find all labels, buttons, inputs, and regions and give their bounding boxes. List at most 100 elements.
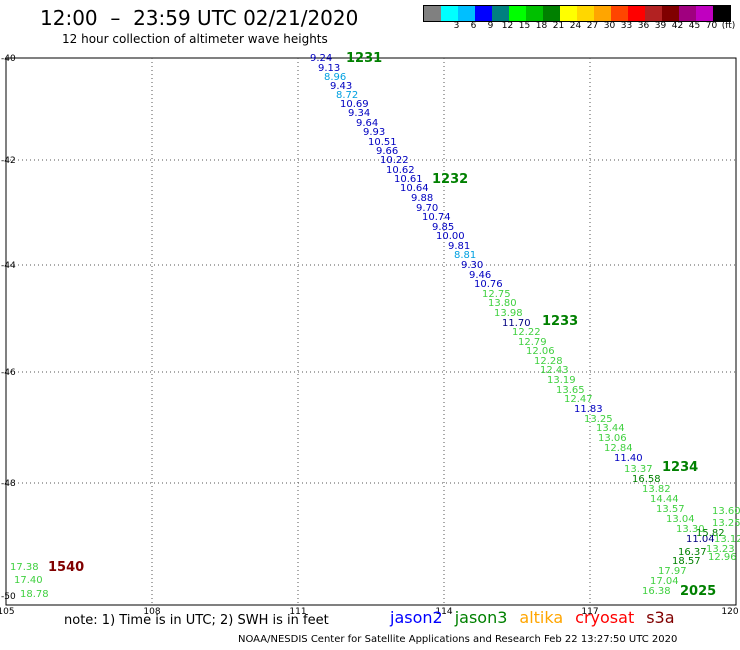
wave-height-value: 9.66 [376, 146, 398, 157]
map-subtitle: 12 hour collection of altimeter wave hei… [62, 32, 328, 46]
wave-height-value: 13.82 [642, 484, 671, 495]
color-swatch [543, 6, 560, 21]
wave-height-value: 13.60 [712, 506, 740, 517]
pass-time-label: 1234 [662, 460, 698, 475]
longitude-tick-label: 120 [721, 607, 738, 617]
longitude-tick-label: 114 [435, 607, 452, 617]
color-scale-label: 21 [552, 21, 565, 31]
color-swatch [526, 6, 543, 21]
latitude-tick-label: -46 [1, 368, 16, 378]
color-swatch [713, 6, 730, 21]
color-scale-label: 18 [535, 21, 548, 31]
pass-time-label: 1233 [542, 314, 578, 329]
color-scale-label: 70 [705, 21, 718, 31]
wave-height-value: 10.51 [368, 137, 397, 148]
color-scale-label: 27 [586, 21, 599, 31]
color-scale-label: (ft) [721, 21, 736, 31]
wave-height-value: 16.38 [642, 586, 671, 597]
wave-height-value: 9.93 [363, 127, 385, 138]
latitude-tick-label: -40 [1, 54, 16, 64]
map-title: 12:00 – 23:59 UTC 02/21/2020 [40, 6, 359, 30]
latitude-tick-label: -42 [1, 156, 16, 166]
footer-credit: NOAA/NESDIS Center for Satellite Applica… [238, 634, 678, 645]
wave-height-value: 9.24 [310, 53, 332, 64]
pass-time-label: 2025 [680, 584, 716, 599]
color-scale-label: 33 [620, 21, 633, 31]
wave-height-value: 13.25 [712, 518, 740, 529]
wave-height-value: 9.85 [432, 222, 454, 233]
color-scale-label: 36 [637, 21, 650, 31]
wave-height-value: 13.57 [656, 504, 685, 515]
longitude-tick-label: 105 [0, 607, 15, 617]
color-swatch [679, 6, 696, 21]
wave-height-value: 9.30 [461, 260, 483, 271]
wave-height-value: 13.44 [596, 423, 625, 434]
color-swatch [645, 6, 662, 21]
color-scale-label: 12 [501, 21, 514, 31]
wave-height-value: 10.69 [340, 99, 369, 110]
wave-height-value: 10.62 [386, 165, 415, 176]
latitude-tick-label: -44 [1, 261, 16, 271]
color-swatch [492, 6, 509, 21]
color-swatch [509, 6, 526, 21]
wave-height-value: 11.70 [502, 318, 531, 329]
wave-height-value: 10.76 [474, 279, 503, 290]
wave-height-value: 16.58 [632, 474, 661, 485]
wave-height-value: 13.65 [556, 385, 585, 396]
color-scale-label: 45 [688, 21, 701, 31]
legend-jason3: jason3 [454, 608, 508, 627]
map-frame [5, 57, 737, 606]
wave-height-value: 9.88 [411, 193, 433, 204]
pass-time-label: 1231 [346, 51, 382, 66]
color-swatch [424, 6, 441, 21]
longitude-tick-label: 111 [289, 607, 306, 617]
wave-height-value: 13.19 [547, 375, 576, 386]
note-text: note: 1) Time is in UTC; 2) SWH is in fe… [64, 613, 329, 628]
wave-height-value: 12.75 [482, 289, 511, 300]
wave-height-value: 17.38 [10, 562, 39, 573]
wave-height-value: 17.97 [658, 566, 687, 577]
wave-height-value: 15.82 [696, 528, 725, 539]
wave-height-value: 13.37 [624, 464, 653, 475]
wave-height-value: 9.34 [348, 108, 370, 119]
satellite-legend: jason2 jason3 altika cryosat s3a [390, 608, 687, 627]
wave-height-value: 12.79 [518, 337, 547, 348]
longitude-tick-label: 117 [581, 607, 598, 617]
color-scale-label: 3 [453, 21, 460, 31]
wave-height-value: 17.40 [14, 575, 43, 586]
color-swatch [458, 6, 475, 21]
wave-height-value: 13.80 [488, 298, 517, 309]
color-swatch [696, 6, 713, 21]
wave-height-value: 9.43 [330, 81, 352, 92]
wave-height-value: 12.06 [526, 346, 555, 357]
wave-height-value: 11.40 [614, 453, 643, 464]
color-scale-bar [423, 5, 731, 22]
color-swatch [662, 6, 679, 21]
color-scale-label: 9 [487, 21, 494, 31]
wave-height-value: 9.64 [356, 118, 378, 129]
wave-height-value: 12.84 [604, 443, 633, 454]
wave-height-value: 12.43 [540, 365, 569, 376]
wave-height-value: 12.47 [564, 394, 593, 405]
wave-height-value: 14.44 [650, 494, 679, 505]
color-scale-label: 24 [569, 21, 582, 31]
wave-height-value: 13.30 [676, 524, 705, 535]
wave-height-value: 9.81 [448, 241, 470, 252]
color-swatch [475, 6, 492, 21]
wave-height-value: 9.46 [469, 270, 491, 281]
legend-cryosat: cryosat [575, 608, 635, 627]
wave-height-value: 12.28 [534, 356, 563, 367]
wave-height-value: 18.57 [672, 556, 701, 567]
wave-height-value: 10.74 [422, 212, 451, 223]
wave-height-value: 10.61 [394, 174, 423, 185]
wave-height-value: 13.98 [494, 308, 523, 319]
longitude-tick-label: 108 [143, 607, 160, 617]
wave-height-value: 9.13 [318, 63, 340, 74]
color-scale-label: 39 [654, 21, 667, 31]
color-swatch [441, 6, 458, 21]
color-scale-label: 42 [671, 21, 684, 31]
color-swatch [611, 6, 628, 21]
wave-height-value: 8.72 [336, 90, 358, 101]
wave-height-value: 8.81 [454, 250, 476, 261]
